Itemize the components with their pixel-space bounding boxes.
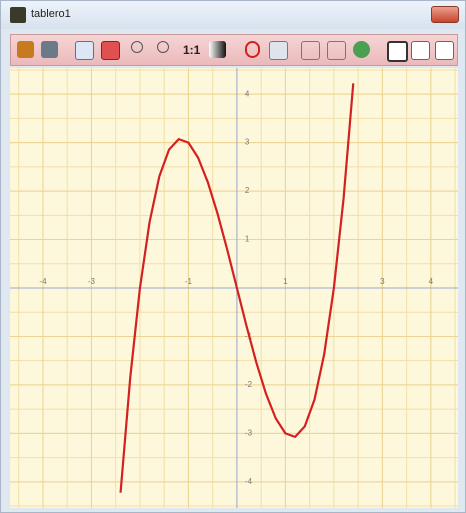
y-tick-label: 4 bbox=[245, 89, 250, 98]
tool-zoom-in[interactable] bbox=[131, 41, 143, 53]
tool-function[interactable] bbox=[245, 41, 260, 58]
curve bbox=[119, 83, 355, 493]
tool-grid[interactable] bbox=[101, 41, 120, 60]
title-bar: tablero1 bbox=[1, 1, 465, 29]
toolbar: 1:1 bbox=[10, 34, 458, 66]
y-tick-label: 3 bbox=[245, 138, 250, 147]
tool-select[interactable] bbox=[269, 41, 288, 60]
x-tick-label: 1 bbox=[283, 277, 288, 286]
tool-color[interactable] bbox=[209, 41, 226, 58]
x-tick-label: 3 bbox=[380, 277, 385, 286]
tool-view-2[interactable] bbox=[411, 41, 430, 60]
close-button[interactable] bbox=[431, 6, 459, 23]
x-tick-label: 4 bbox=[429, 277, 434, 286]
tool-zoom-out[interactable] bbox=[157, 41, 169, 53]
x-tick-label: -3 bbox=[88, 277, 96, 286]
tool-axes[interactable] bbox=[75, 41, 94, 60]
x-tick-label: -1 bbox=[185, 277, 193, 286]
x-tick-label: -4 bbox=[39, 277, 47, 286]
y-tick-label: 2 bbox=[245, 186, 250, 195]
tool-view-3[interactable] bbox=[435, 41, 454, 60]
app-icon bbox=[10, 7, 26, 23]
y-tick-label: -4 bbox=[245, 477, 253, 486]
tool-refresh[interactable] bbox=[353, 41, 370, 58]
y-tick-label: -2 bbox=[245, 380, 253, 389]
tool-undo[interactable] bbox=[301, 41, 320, 60]
tool-zoom-reset[interactable]: 1:1 bbox=[183, 43, 201, 57]
tool-save[interactable] bbox=[41, 41, 58, 58]
tool-view-1[interactable] bbox=[387, 41, 408, 62]
y-tick-label: 1 bbox=[245, 235, 250, 244]
tool-redo[interactable] bbox=[327, 41, 346, 60]
tool-open[interactable] bbox=[17, 41, 34, 58]
y-tick-label: -3 bbox=[245, 428, 253, 437]
window-title: tablero1 bbox=[31, 8, 71, 20]
